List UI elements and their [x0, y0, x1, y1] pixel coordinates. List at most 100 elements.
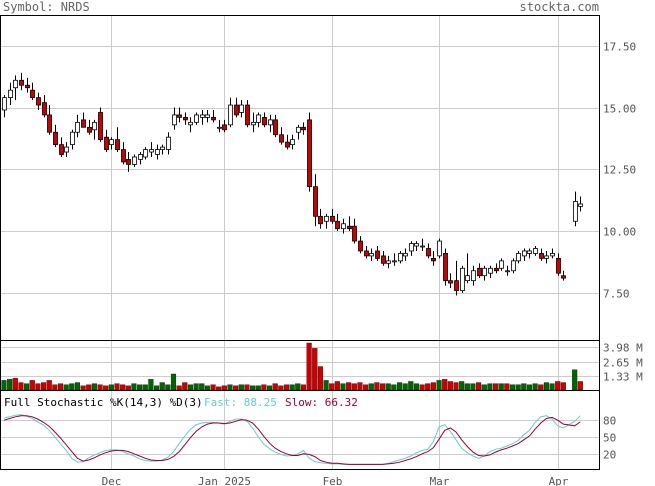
volume-bar: [114, 383, 120, 391]
candle-body: [188, 121, 193, 126]
candle-body: [409, 243, 414, 252]
volume-bar: [103, 385, 109, 391]
candle-body: [8, 89, 13, 99]
volume-bar: [526, 384, 532, 391]
volume-bar: [244, 384, 250, 391]
price-panel-frame: [0, 15, 600, 341]
candle-body: [364, 250, 369, 257]
volume-bar: [413, 383, 419, 391]
volume-bar: [35, 383, 41, 391]
candle-body: [98, 112, 103, 141]
volume-bar: [481, 384, 487, 391]
volume-bar: [555, 381, 561, 391]
candle-body: [115, 139, 120, 150]
volume-bar: [57, 383, 64, 391]
candle-body: [285, 141, 290, 148]
volume-bar: [80, 385, 86, 391]
stochastic-slow-legend: Slow: 66.32: [285, 396, 358, 409]
candle-body: [2, 97, 7, 111]
candle-body: [53, 131, 58, 146]
candle-body: [420, 245, 425, 248]
volume-bar: [159, 382, 165, 391]
candle-body: [573, 201, 578, 222]
candle-body: [369, 253, 374, 257]
candle-body: [126, 159, 131, 165]
volume-y-tick-label: 2.65 M: [603, 357, 643, 370]
candle-body: [313, 186, 318, 217]
candle-body: [477, 267, 482, 277]
candle-body: [251, 121, 256, 126]
volume-bar: [165, 384, 171, 391]
volume-bar: [148, 379, 154, 391]
candle-body: [448, 280, 453, 284]
candle-body: [488, 267, 493, 274]
x-tick-label: Dec: [102, 475, 122, 486]
candle-body: [578, 203, 583, 207]
volume-bar: [295, 383, 301, 391]
volume-bar: [29, 380, 35, 391]
volume-bar: [63, 384, 69, 391]
candle-body: [75, 121, 80, 133]
volume-bar: [374, 382, 380, 391]
volume-bar: [425, 383, 431, 391]
volume-bar: [385, 383, 391, 391]
candle-body: [471, 270, 476, 282]
volume-bar: [86, 384, 92, 391]
volume-bar: [306, 342, 312, 391]
candle-body: [256, 114, 261, 123]
candle-body: [30, 89, 35, 99]
candle-body: [522, 250, 527, 257]
volume-bar: [453, 382, 459, 391]
stochastic-y-ticks: 80 50 20: [603, 415, 616, 462]
candle-body: [47, 114, 52, 133]
volume-bar: [549, 383, 555, 391]
candle-body: [245, 104, 250, 126]
stochastic-panel: 80 50 20 Full Stochastic %K(14,3) %D(3) Fa…: [0, 390, 616, 470]
candle-body: [36, 97, 41, 106]
candle-body: [13, 79, 18, 89]
volume-bar: [538, 384, 544, 391]
volume-bar: [572, 369, 578, 391]
volume-grid: [1, 341, 599, 390]
candle-body: [398, 253, 403, 262]
volume-bar: [182, 382, 188, 391]
stochastic-y-tick-label: 20: [603, 449, 616, 462]
x-tick-label: Apr: [549, 475, 569, 486]
volume-bar: [532, 383, 538, 391]
volume-bar: [577, 381, 583, 391]
candle-body: [454, 280, 459, 291]
volume-bar: [278, 385, 284, 391]
candle-body: [561, 275, 566, 279]
volume-bar: [272, 383, 278, 391]
volume-bar: [300, 384, 306, 391]
candle-body: [296, 126, 301, 133]
volume-panel: 3.98 M 2.65 M1.33 M: [0, 340, 643, 391]
candle-body: [290, 139, 295, 146]
volume-bar: [312, 348, 318, 391]
candle-body: [121, 149, 126, 163]
volume-bar: [18, 382, 24, 391]
volume-bar: [216, 386, 222, 391]
volume-bar: [227, 384, 233, 391]
volume-bar: [351, 383, 357, 391]
candle-body: [347, 225, 352, 230]
volume-bar: [137, 384, 143, 391]
stochastic-y-tick-label: 50: [603, 432, 616, 445]
candle-body: [166, 136, 171, 150]
price-candles: [2, 72, 583, 296]
price-panel: 17.50 15.00 12.50 10.00 7.50: [0, 15, 636, 341]
volume-bar: [492, 383, 499, 391]
candle-body: [358, 240, 363, 252]
candle-body: [335, 220, 340, 230]
candle-body: [386, 260, 391, 264]
volume-bar: [346, 382, 352, 391]
candle-body: [87, 126, 92, 133]
candle-body: [228, 104, 233, 126]
stochastic-slow-line: [3, 415, 581, 465]
volume-bar: [125, 385, 131, 391]
volume-bar: [7, 379, 13, 391]
price-grid: [1, 16, 599, 340]
volume-bar: [396, 382, 403, 391]
candle-body: [143, 149, 148, 158]
